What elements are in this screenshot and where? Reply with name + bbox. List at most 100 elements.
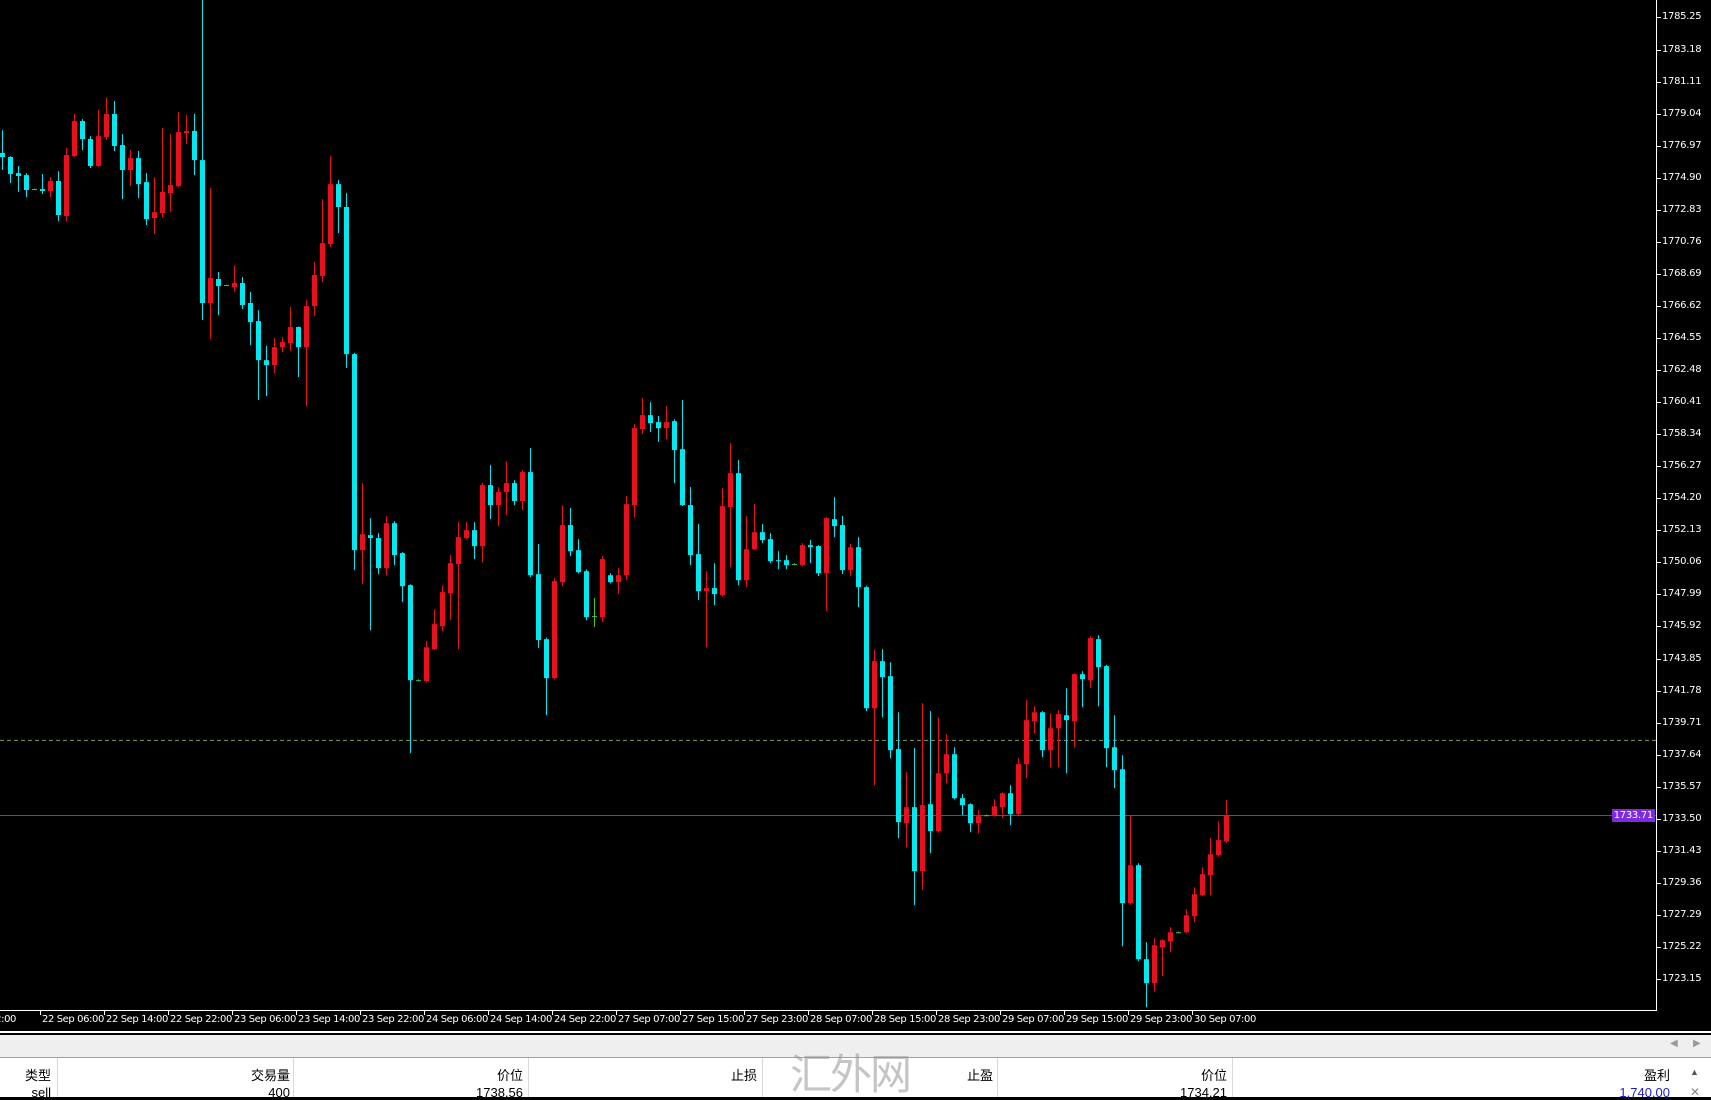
candle-body: [760, 532, 765, 541]
close-order-icon[interactable]: ✕: [1690, 1085, 1701, 1099]
candle-body: [720, 506, 725, 596]
candle: [648, 402, 653, 433]
column-divider[interactable]: [528, 1058, 529, 1097]
candle: [400, 552, 405, 603]
candle: [1040, 711, 1045, 758]
candle-body: [1080, 674, 1085, 680]
candle: [840, 516, 845, 575]
column-header-open-price[interactable]: 价位: [496, 1068, 523, 1083]
candle: [184, 115, 189, 144]
candle-body: [72, 121, 77, 157]
price-tick: [1657, 498, 1661, 500]
candle: [440, 585, 445, 632]
candle-body: [344, 207, 349, 355]
candle: [424, 641, 429, 683]
candle: [824, 517, 829, 612]
candle-body: [96, 136, 101, 166]
candle-body: [984, 815, 989, 817]
candle-body: [576, 550, 581, 573]
candle-body: [192, 130, 197, 161]
candle: [48, 176, 53, 198]
candle: [120, 134, 125, 200]
candle-body: [168, 185, 173, 194]
candle: [288, 307, 293, 352]
candle-body: [240, 283, 245, 306]
price-tick-label: 1776.97: [1662, 139, 1702, 151]
candle: [1104, 664, 1109, 768]
price-tick: [1657, 241, 1661, 243]
candle: [1096, 635, 1101, 707]
cell-price: 1734.21: [1180, 1085, 1227, 1100]
candle: [160, 128, 165, 218]
candle: [752, 504, 757, 551]
candle-body: [88, 139, 93, 166]
candlestick-plot[interactable]: [0, 0, 1711, 1033]
candle: [1144, 942, 1149, 1008]
column-header-stop-loss[interactable]: 止损: [730, 1068, 757, 1083]
time-tick-label: 24 Sep 14:00: [490, 1014, 552, 1025]
candle-body: [1008, 793, 1013, 815]
candle-body: [792, 564, 797, 566]
candle: [848, 544, 853, 577]
candle: [144, 173, 149, 225]
candle-body: [1072, 674, 1077, 722]
column-header-type[interactable]: 类型: [24, 1068, 51, 1083]
price-tick-label: 1766.62: [1662, 299, 1702, 311]
column-divider[interactable]: [762, 1058, 763, 1097]
candle: [1056, 710, 1061, 768]
column-divider[interactable]: [293, 1058, 294, 1097]
candle-body: [968, 804, 973, 824]
column-header-take-profit[interactable]: 止盈: [966, 1068, 993, 1083]
time-tick-label: 22 Sep 06:00: [42, 1014, 104, 1025]
candle: [472, 522, 477, 560]
price-tick-label: 1741.78: [1662, 684, 1702, 696]
candle: [632, 424, 637, 518]
candle: [352, 352, 357, 571]
time-tick: [808, 1010, 809, 1015]
candle: [224, 284, 229, 287]
column-header-price[interactable]: 价位: [1200, 1068, 1227, 1083]
candle-body: [488, 485, 493, 506]
column-divider[interactable]: [1232, 1058, 1233, 1097]
price-tick-label: 1735.57: [1662, 780, 1702, 792]
candle: [1072, 673, 1077, 748]
candle: [808, 540, 813, 564]
scroll-right-icon[interactable]: ▶: [1693, 1038, 1701, 1049]
price-tick-label: 1739.71: [1662, 716, 1702, 728]
candle: [96, 110, 101, 167]
time-tick: [1192, 1010, 1193, 1015]
price-chart[interactable]: 1785.25 1783.18 1781.11 1779.04 1776.97 1774.…: [0, 0, 1711, 1033]
column-divider[interactable]: [57, 1058, 58, 1097]
candle-body: [32, 189, 37, 191]
candle-body: [624, 504, 629, 576]
candle: [1080, 671, 1085, 708]
column-header-volume[interactable]: 交易量: [250, 1068, 290, 1083]
scroll-left-icon[interactable]: ◀: [1670, 1038, 1678, 1049]
candle-body: [1184, 915, 1189, 933]
price-tick-label: 1764.55: [1662, 332, 1702, 343]
candle-body: [808, 545, 813, 548]
time-tick-label: 29 Sep 15:00: [1066, 1014, 1128, 1025]
price-tick-label: 1723.15: [1662, 973, 1702, 985]
candle: [408, 584, 413, 754]
candle: [952, 747, 957, 800]
column-header-profit[interactable]: 盈利: [1643, 1068, 1670, 1083]
time-tick-label: 21 Sep 22:00: [0, 1014, 16, 1025]
candle-body: [1000, 793, 1005, 808]
price-tick: [1657, 818, 1661, 820]
panel-separator[interactable]: [0, 1031, 1711, 1033]
candle-body: [1216, 840, 1221, 856]
sort-ascending-icon[interactable]: ▲: [1690, 1067, 1699, 1077]
candle-body: [936, 773, 941, 832]
candle-body: [24, 175, 29, 190]
candle-body: [528, 472, 533, 576]
price-tick-label: 1758.34: [1662, 428, 1702, 440]
candle-body: [616, 575, 621, 583]
candle: [928, 711, 933, 854]
candle: [280, 337, 285, 353]
price-tick: [1657, 305, 1661, 307]
candle-body: [584, 571, 589, 618]
candle: [488, 465, 493, 520]
candle-body: [992, 806, 997, 816]
column-divider[interactable]: [997, 1058, 998, 1097]
